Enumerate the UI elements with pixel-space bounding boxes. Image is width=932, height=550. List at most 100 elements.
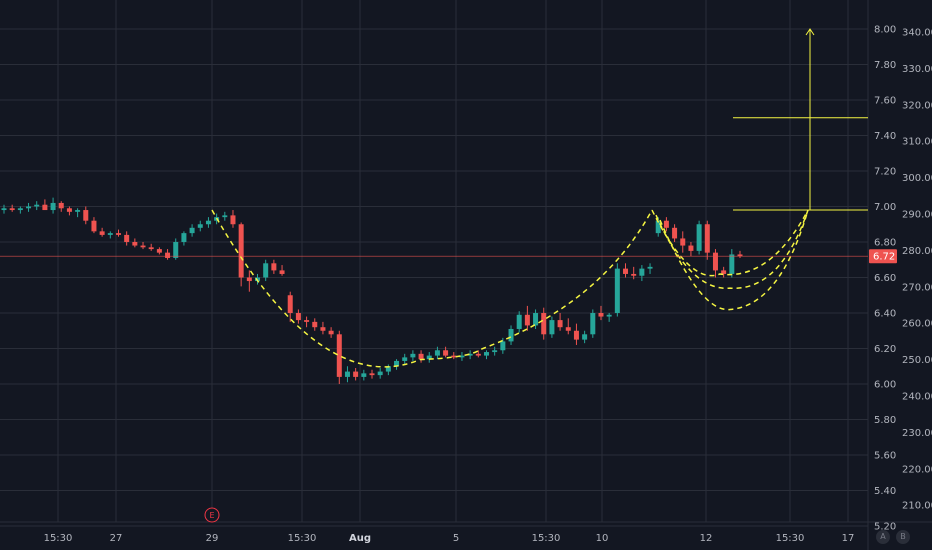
candle-body [344, 371, 350, 377]
candle-body [255, 277, 261, 282]
candle-body [238, 224, 244, 278]
price-tick-label: 7.40 [874, 131, 896, 142]
candle-body [606, 314, 612, 317]
secondary-tick-label: 270.00 [902, 282, 932, 293]
candle-body [50, 202, 56, 211]
candle-body [312, 321, 318, 328]
candle-body [582, 334, 588, 340]
price-tick-label: 5.80 [874, 415, 896, 426]
candle-body [492, 350, 498, 353]
earnings-marker[interactable]: E [204, 507, 220, 523]
price-tick-label: 7.80 [874, 60, 896, 71]
candle-body [573, 330, 579, 340]
time-tick-label: 17 [842, 533, 855, 544]
candle-body [508, 328, 514, 342]
candlestick-series [1, 197, 743, 384]
secondary-tick-label: 290.00 [902, 210, 932, 221]
candle-body [426, 355, 432, 360]
candle-body [459, 355, 465, 358]
candle-body [246, 277, 252, 282]
candle-body [34, 204, 40, 207]
secondary-tick-label: 330.00 [902, 64, 932, 75]
candle-body [712, 252, 718, 271]
candle-body [549, 320, 555, 335]
candle-body [222, 215, 228, 218]
candle-body [124, 234, 130, 242]
candle-body [377, 371, 383, 376]
candle-body [58, 202, 64, 209]
candle-body [230, 215, 236, 225]
candle-body [369, 373, 375, 376]
candle-body [173, 242, 179, 258]
candle-body [394, 360, 400, 367]
candle-body [721, 270, 727, 274]
time-tick-label: 10 [596, 533, 609, 544]
candle-body [688, 245, 694, 251]
time-axis[interactable]: 15:30 27 29 15:30 Aug 5 15:30 10 12 15:30 17 [44, 533, 855, 544]
price-tick-label: 6.80 [874, 238, 896, 249]
candle-body [533, 313, 539, 326]
price-tick-label: 6.40 [874, 309, 896, 320]
candle-body [467, 353, 473, 356]
candle-body [75, 210, 81, 212]
candle-body [672, 227, 678, 239]
candle-body [631, 273, 637, 276]
candle-body [197, 224, 203, 228]
time-tick-label: 27 [110, 533, 123, 544]
candle-body [443, 350, 449, 356]
price-tick-label: 8.00 [874, 25, 896, 36]
candle-body [181, 233, 187, 242]
time-tick-label: 15:30 [44, 533, 73, 544]
candle-body [336, 334, 342, 377]
candle-body [1, 208, 7, 211]
candle-body [279, 270, 285, 274]
cup-outline [211, 209, 653, 368]
candle-body [107, 233, 113, 235]
price-axis-left[interactable]: 8.00 7.80 7.60 7.40 7.20 7.00 6.80 6.60 6.40 6.20… [874, 25, 896, 533]
price-tick-label: 7.60 [874, 96, 896, 107]
price-axis-right[interactable]: 340.00 330.00 320.00 310.00 300.00 290.00 280.… [902, 28, 932, 512]
time-tick-label: 29 [206, 533, 219, 544]
candle-body [83, 210, 89, 221]
price-tick-label: 6.60 [874, 273, 896, 284]
candle-body [353, 371, 359, 377]
candle-body [704, 224, 710, 253]
candle-body [295, 313, 301, 321]
candle-body [516, 314, 522, 329]
log-scale-button[interactable]: B [896, 530, 910, 544]
candle-body [639, 268, 645, 276]
candle-body [189, 227, 195, 234]
candle-body [483, 352, 489, 356]
candle-body [418, 353, 424, 360]
secondary-tick-label: 220.00 [902, 464, 932, 475]
candle-body [304, 320, 310, 322]
price-tick-label: 5.60 [874, 451, 896, 462]
price-tick-label: 7.20 [874, 167, 896, 178]
secondary-tick-label: 300.00 [902, 173, 932, 184]
candle-body [263, 263, 269, 278]
candle-body [165, 252, 171, 258]
candle-body [385, 366, 391, 372]
candle-body [590, 313, 596, 335]
candle-body [729, 254, 735, 274]
candle-body [156, 249, 162, 253]
candle-body [663, 220, 669, 228]
candle-body [434, 350, 440, 356]
candle-body [42, 204, 48, 211]
secondary-tick-label: 310.00 [902, 137, 932, 148]
price-tick-label: 5.40 [874, 486, 896, 497]
candle-body [9, 208, 15, 211]
candle-body [696, 224, 702, 251]
candle-body [557, 320, 563, 328]
candle-body [541, 313, 547, 335]
candle-body [320, 327, 326, 331]
secondary-tick-label: 240.00 [902, 392, 932, 403]
handle-outline-2 [655, 209, 809, 289]
candle-body [410, 353, 416, 358]
candle-body [148, 247, 154, 250]
candle-body [655, 220, 661, 234]
secondary-tick-label: 280.00 [902, 246, 932, 257]
auto-scale-button[interactable]: A [876, 530, 890, 544]
